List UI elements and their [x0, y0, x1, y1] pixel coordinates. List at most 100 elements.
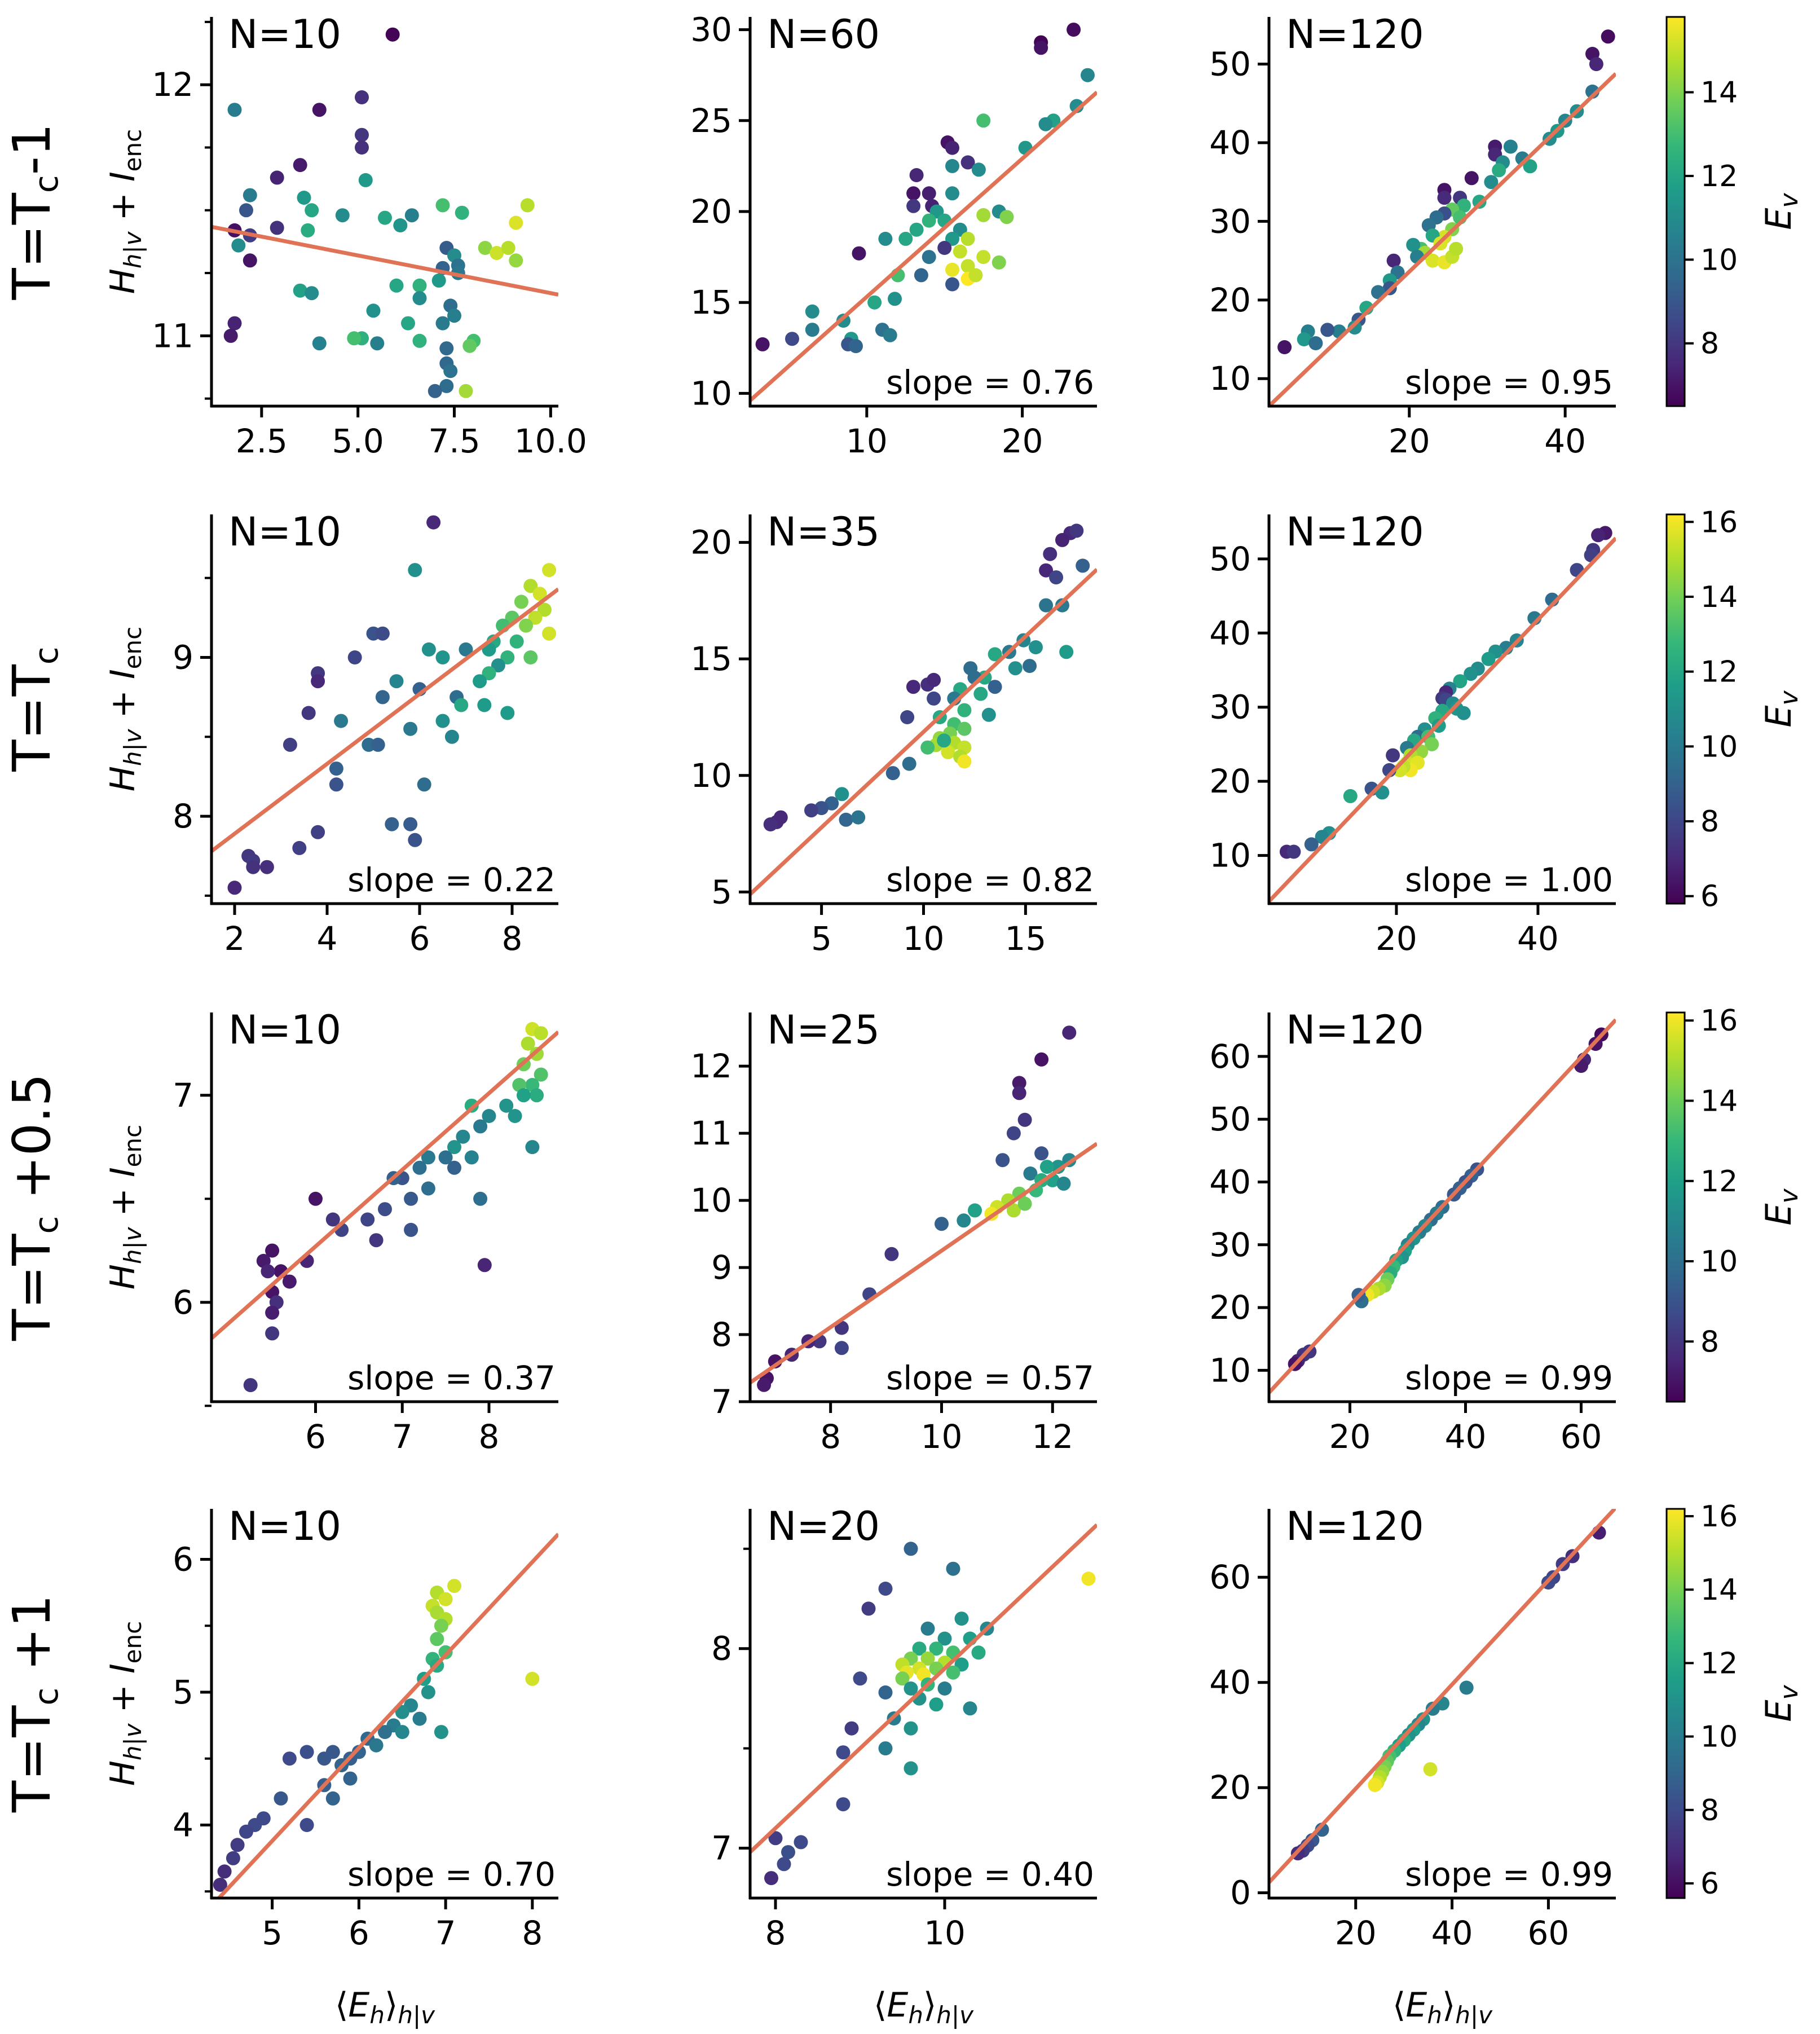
data-point: [347, 331, 362, 346]
row-2: T=Tc Hh|v + Ienc 8 9 2 4 6 8 N=10 slope = 0.22 5 10…: [2, 505, 1804, 958]
data-point: [1308, 336, 1323, 350]
data-point: [1368, 1778, 1382, 1792]
n-label: N=25: [767, 1007, 880, 1053]
y-tick-label: 12: [690, 1047, 732, 1085]
data-point: [946, 1665, 960, 1680]
colorbar-tick-label: 12: [1700, 1646, 1738, 1680]
data-point: [852, 246, 866, 261]
data-point: [945, 277, 959, 292]
data-point: [895, 1671, 910, 1686]
colorbar-tick-label: 14: [1700, 1084, 1738, 1118]
y-tick-label: 30: [1209, 202, 1251, 240]
data-point: [836, 314, 850, 328]
data-point: [1343, 789, 1358, 803]
data-point: [991, 255, 1006, 270]
row-label: T=Tc +1: [2, 1595, 65, 1813]
colorbar-tick-label: 16: [1700, 505, 1738, 539]
colorbar-tick-label: 10: [1700, 243, 1738, 277]
data-point: [299, 1818, 314, 1832]
data-point: [1023, 1166, 1038, 1181]
colorbar-tick-label: 8: [1700, 1325, 1719, 1359]
colorbar: 6 8 10 12 14 16 Ev: [1665, 505, 1804, 914]
data-point: [1425, 737, 1439, 751]
data-point: [404, 1191, 418, 1206]
data-point: [1457, 199, 1471, 213]
data-point: [929, 1641, 944, 1656]
data-point: [988, 647, 1002, 662]
data-point: [1038, 117, 1053, 131]
panel-r2-c2: 5 10 15 20 5 10 15 N=35 slope = 0.82: [690, 509, 1097, 958]
data-point: [347, 650, 362, 664]
x-tick-label: 6: [409, 919, 430, 958]
data-point: [438, 1150, 453, 1165]
data-point: [523, 650, 538, 664]
data-point: [1076, 558, 1090, 573]
data-point: [343, 1771, 358, 1786]
data-point: [768, 1831, 783, 1846]
colorbar-tick-label: 16: [1700, 1004, 1738, 1038]
colorbar-tick-label: 10: [1700, 1245, 1738, 1279]
data-point: [412, 333, 427, 348]
y-tick-label: 15: [690, 640, 732, 678]
data-point: [1481, 651, 1496, 666]
data-point: [878, 1685, 893, 1700]
data-point: [920, 740, 935, 755]
data-point: [1081, 1571, 1096, 1586]
data-point: [888, 292, 902, 306]
data-point: [428, 384, 442, 398]
x-tick-label: 8: [502, 919, 523, 958]
x-tick-label: 7: [392, 1417, 413, 1456]
data-point: [329, 761, 343, 776]
scatter-points: [213, 1533, 558, 1898]
data-point: [265, 1326, 280, 1341]
fit-line: [750, 567, 1097, 896]
data-point: [878, 1741, 893, 1756]
data-point: [1056, 1176, 1071, 1191]
data-point: [355, 90, 369, 104]
data-point: [937, 1681, 952, 1696]
y-tick-label: 6: [173, 1283, 193, 1322]
data-point: [435, 198, 450, 213]
x-tick-label: 60: [1528, 1914, 1570, 1952]
colorbar-tick-label: 12: [1700, 655, 1738, 689]
data-point: [976, 113, 991, 128]
colorbar-label: Ev: [1758, 1684, 1804, 1722]
data-point: [473, 674, 487, 689]
panel-r4-c3: 0 20 40 60 20 40 60 N=120 slope = 0.99 ⟨Eh⟩h|v: [1209, 1503, 1616, 2029]
data-point: [447, 1579, 461, 1593]
data-point: [805, 304, 819, 319]
data-point: [360, 1212, 375, 1227]
data-point: [355, 140, 369, 155]
data-point: [439, 378, 454, 393]
data-point: [927, 691, 941, 706]
y-tick-label: 0: [1230, 1874, 1251, 1912]
y-tick-label: 10: [1209, 1351, 1251, 1389]
data-point: [1012, 1086, 1026, 1100]
data-point: [508, 1109, 522, 1123]
data-point: [514, 595, 528, 609]
data-point: [261, 1264, 275, 1279]
x-tick-label: 10: [903, 919, 945, 958]
x-tick-label: 5: [811, 919, 832, 958]
y-tick-label: 6: [173, 1540, 193, 1578]
data-point: [370, 336, 385, 351]
data-point: [937, 241, 952, 255]
data-point: [369, 1738, 384, 1753]
slope-label: slope = 0.57: [886, 1359, 1094, 1397]
scatter-points: [750, 1025, 1097, 1392]
data-point: [542, 626, 557, 641]
fit-line: [216, 1533, 558, 1898]
panel-r4-c2: 7 8 8 10 N=20 slope = 0.40 ⟨Eh⟩h|v: [711, 1503, 1097, 2029]
y-tick-label: 8: [711, 1630, 732, 1668]
data-point: [973, 686, 988, 701]
data-point: [1034, 1146, 1049, 1161]
data-point: [375, 690, 390, 705]
data-point: [464, 1150, 479, 1165]
data-point: [305, 203, 319, 218]
data-point: [971, 162, 986, 177]
data-point: [477, 698, 492, 712]
data-point: [358, 173, 373, 187]
data-point: [1008, 661, 1023, 676]
data-point: [900, 710, 915, 724]
